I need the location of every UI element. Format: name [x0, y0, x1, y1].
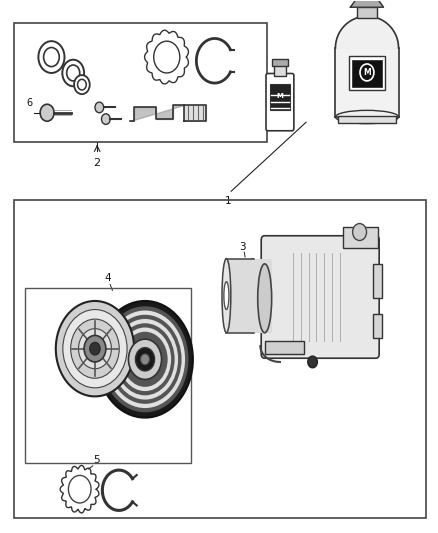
Circle shape: [95, 102, 104, 113]
Circle shape: [97, 301, 193, 418]
Bar: [373, 264, 382, 298]
Circle shape: [308, 356, 318, 368]
Bar: [343, 227, 378, 248]
Polygon shape: [130, 105, 184, 120]
Circle shape: [71, 319, 119, 378]
Circle shape: [105, 311, 185, 408]
Bar: [14, 22, 267, 142]
Circle shape: [353, 223, 367, 240]
FancyBboxPatch shape: [266, 74, 294, 131]
Text: 5: 5: [93, 455, 99, 465]
Circle shape: [119, 327, 171, 391]
Circle shape: [116, 323, 175, 395]
Bar: [25, 288, 191, 463]
Text: 2: 2: [94, 158, 101, 168]
Bar: [349, 56, 385, 91]
Circle shape: [154, 41, 180, 73]
Bar: [14, 200, 426, 519]
Text: 4: 4: [105, 273, 111, 284]
Bar: [265, 341, 304, 354]
Circle shape: [78, 329, 111, 369]
Text: 7: 7: [272, 93, 279, 102]
Text: 8: 8: [355, 19, 362, 29]
Circle shape: [135, 348, 155, 371]
Circle shape: [102, 306, 188, 413]
Bar: [336, 47, 399, 117]
Circle shape: [84, 335, 106, 362]
Ellipse shape: [336, 110, 399, 124]
Bar: [357, 7, 377, 18]
Ellipse shape: [224, 282, 229, 310]
Bar: [226, 259, 272, 333]
Circle shape: [44, 47, 59, 67]
Bar: [338, 116, 396, 123]
Bar: [270, 84, 290, 110]
Text: M: M: [363, 68, 371, 77]
Circle shape: [102, 114, 110, 124]
Polygon shape: [350, 0, 384, 7]
Circle shape: [74, 75, 90, 94]
Text: M: M: [276, 93, 283, 99]
Circle shape: [128, 339, 162, 379]
Circle shape: [39, 41, 64, 73]
Circle shape: [67, 65, 80, 81]
Circle shape: [109, 315, 182, 404]
Circle shape: [56, 301, 134, 397]
Bar: [373, 314, 382, 338]
Circle shape: [112, 319, 178, 400]
FancyBboxPatch shape: [261, 236, 379, 358]
Circle shape: [63, 310, 127, 388]
Bar: [272, 59, 288, 66]
Circle shape: [141, 354, 149, 365]
Text: 3: 3: [239, 241, 245, 252]
Text: 1: 1: [224, 196, 231, 206]
Ellipse shape: [222, 259, 231, 333]
Circle shape: [90, 342, 100, 355]
Circle shape: [40, 104, 54, 121]
Ellipse shape: [258, 264, 272, 333]
Bar: [274, 65, 286, 76]
Bar: [352, 60, 382, 87]
Polygon shape: [184, 105, 206, 120]
Circle shape: [68, 475, 91, 503]
Ellipse shape: [248, 259, 257, 333]
Circle shape: [122, 332, 168, 387]
Circle shape: [78, 79, 86, 90]
Circle shape: [62, 60, 84, 86]
Text: 6: 6: [27, 98, 33, 108]
